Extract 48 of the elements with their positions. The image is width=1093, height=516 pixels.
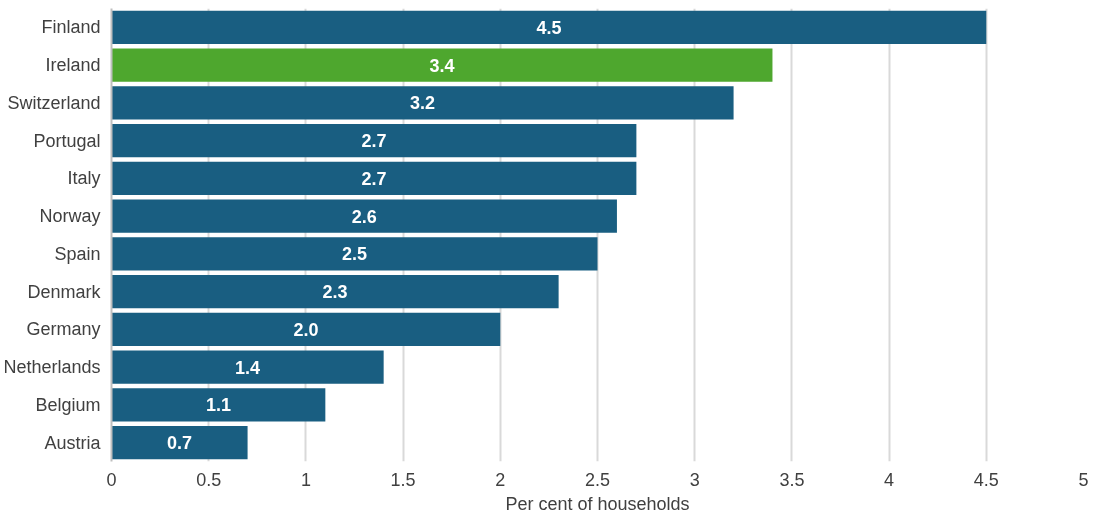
y-tick-label: Spain [54, 243, 101, 264]
bar [111, 237, 598, 271]
bar [111, 426, 248, 460]
data-label: 2.6 [351, 206, 377, 227]
bar [111, 48, 773, 82]
data-label: 2.7 [361, 168, 387, 189]
x-tick-label: 1 [300, 469, 311, 490]
data-label: 3.4 [429, 55, 455, 76]
y-tick-label: Denmark [27, 281, 102, 302]
y-tick-label: Switzerland [7, 92, 101, 113]
y-tick-label: Netherlands [3, 357, 101, 378]
data-label: 1.4 [235, 357, 261, 378]
data-label: 3.2 [410, 93, 436, 114]
bar [111, 86, 734, 120]
y-tick-label: Belgium [35, 394, 101, 415]
x-tick-label: 2.5 [584, 469, 611, 490]
data-label: 2.7 [361, 131, 387, 152]
x-tick-label: 2 [495, 469, 506, 490]
bar [111, 350, 384, 384]
y-tick-label: Norway [39, 206, 101, 227]
y-tick-label: Austria [44, 432, 102, 453]
bar [111, 161, 637, 195]
x-tick-label: 1.5 [390, 469, 416, 490]
x-axis-title: Per cent of households [505, 493, 690, 514]
data-label: 2.0 [293, 319, 319, 340]
y-tick-label: Portugal [33, 130, 101, 151]
x-tick-label: 5 [1078, 469, 1089, 490]
bar [111, 124, 637, 158]
bar [111, 199, 617, 233]
y-tick-label: Italy [67, 168, 101, 189]
data-label: 2.3 [322, 282, 348, 303]
x-tick-label: 4.5 [973, 469, 999, 490]
bar [111, 312, 501, 346]
x-tick-label: 4 [884, 469, 895, 490]
y-tick-label: Germany [26, 319, 101, 340]
x-tick-label: 3 [689, 469, 700, 490]
bar [111, 275, 559, 309]
y-tick-label: Finland [41, 17, 101, 38]
x-tick-label: 3.5 [779, 469, 805, 490]
bar [111, 10, 987, 44]
data-label: 2.5 [341, 244, 368, 265]
data-label: 1.1 [205, 395, 231, 416]
x-tick-label: 0 [106, 469, 117, 490]
y-tick-label: Ireland [45, 55, 101, 76]
data-label: 0.7 [167, 433, 193, 454]
x-tick-label: 0.5 [196, 469, 222, 490]
bar [111, 388, 326, 422]
data-label: 4.5 [536, 17, 562, 38]
